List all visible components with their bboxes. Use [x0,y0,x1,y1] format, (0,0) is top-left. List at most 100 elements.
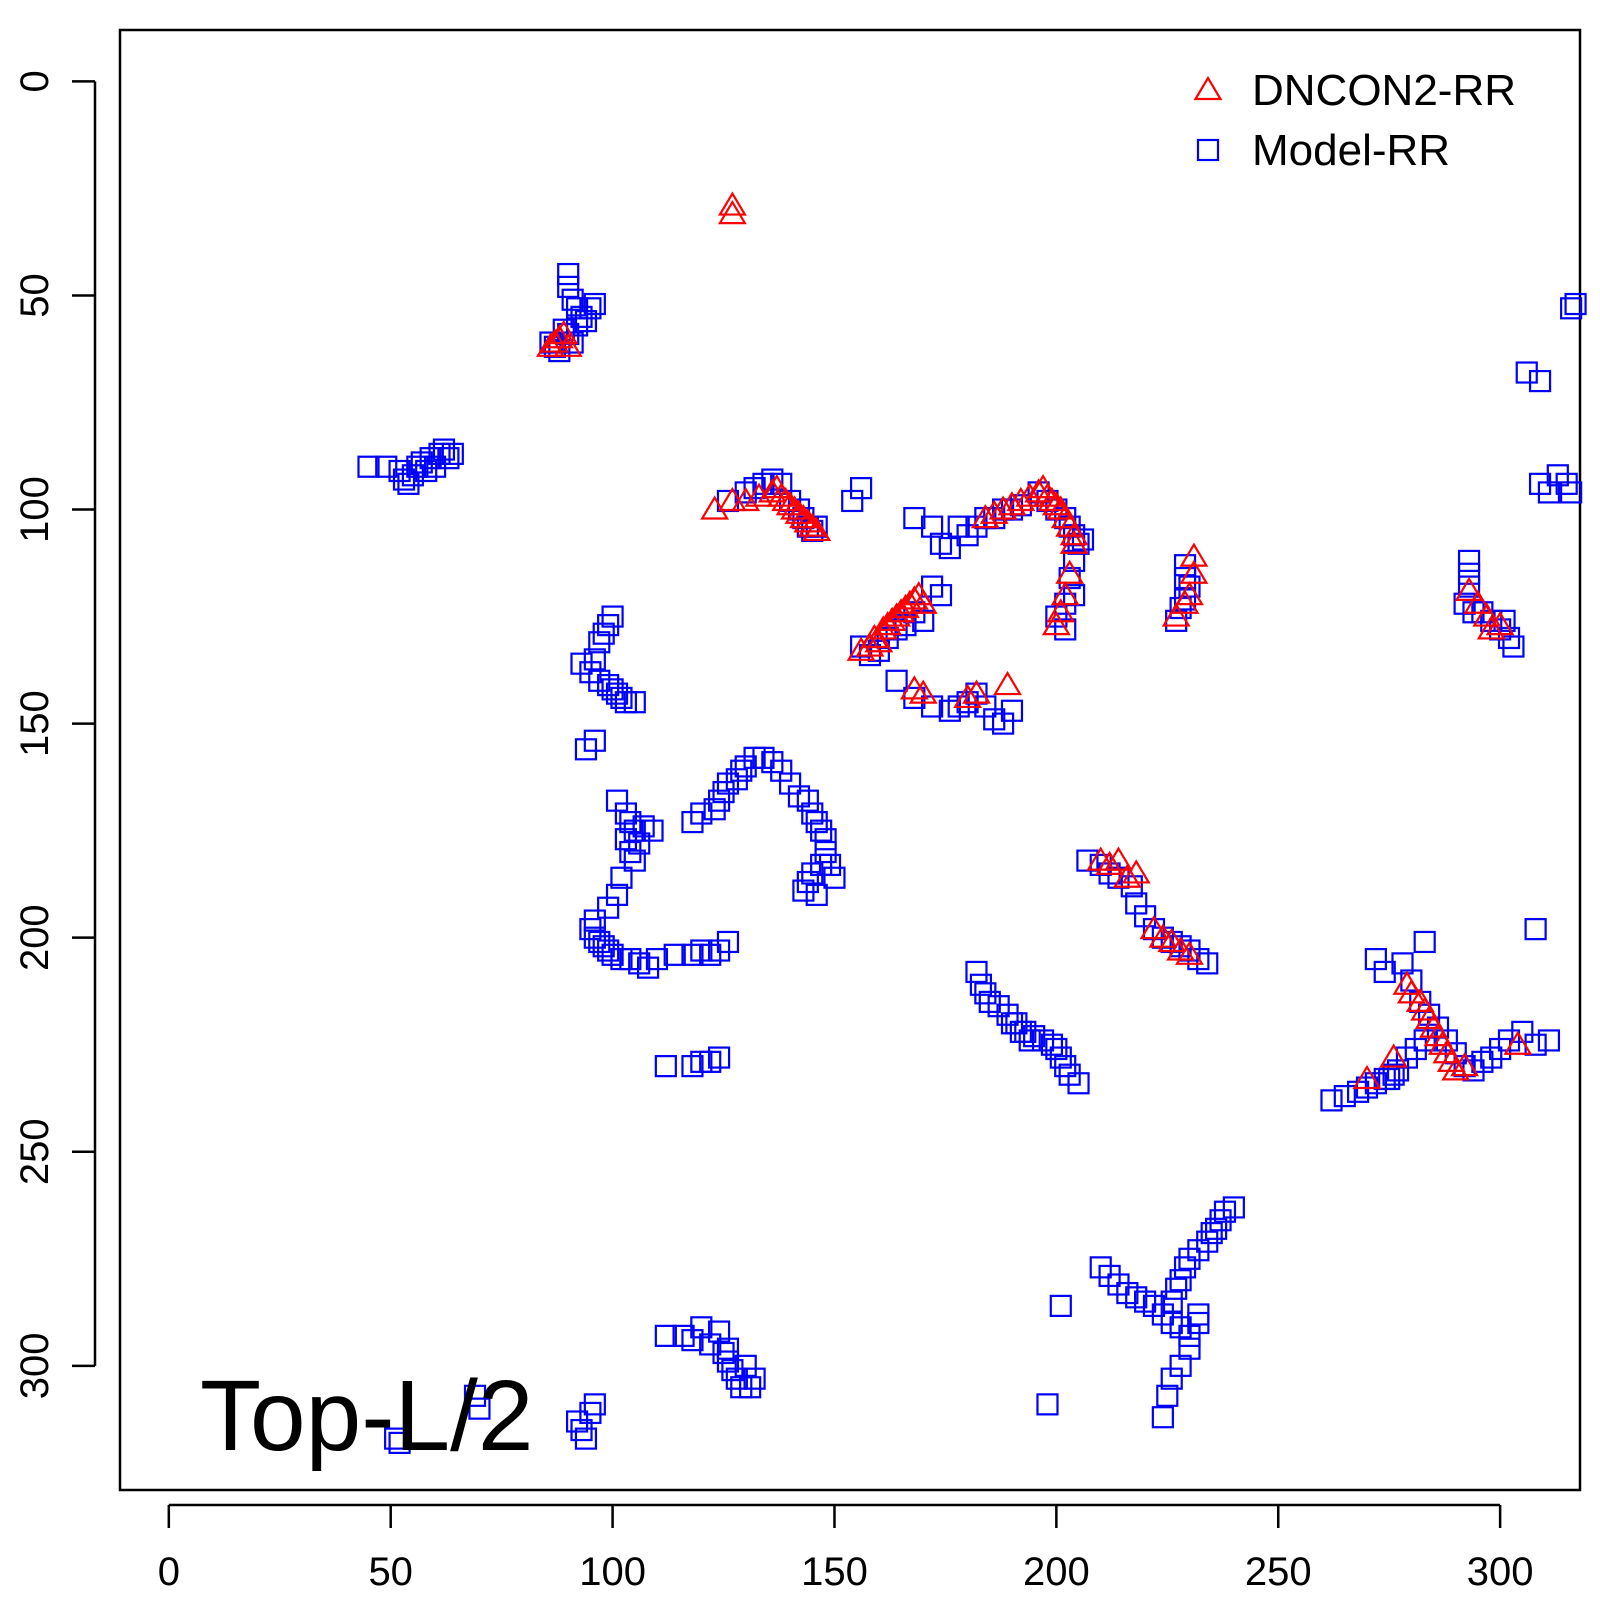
square-point [388,1431,411,1455]
triangle-point [553,332,583,357]
square-point [401,464,424,487]
square-point [1564,292,1587,316]
square-point [632,815,655,838]
square-point [681,1329,704,1352]
square-point [623,819,646,842]
square-point [1187,1303,1210,1326]
square-point [1125,1286,1148,1309]
triangle-point [1476,615,1506,640]
square-point [1160,1367,1183,1390]
triangle-point [1112,863,1142,888]
square-point [579,297,602,320]
square-point [1178,575,1201,598]
square-point [965,960,988,984]
square-point [1373,960,1396,984]
triangle-point [877,606,907,631]
triangle-point [962,679,991,704]
triangle-point [1485,610,1515,636]
square-point [1045,1037,1068,1061]
square-point [716,772,740,795]
square-point [920,515,944,538]
square-point [1036,1393,1059,1416]
triangle-point [1179,559,1209,584]
triangle-point [908,679,938,704]
square-point [601,605,624,628]
square-point [725,768,748,791]
square-point [1009,1020,1032,1043]
square-point [1054,618,1077,641]
triangle-point [1055,559,1085,584]
square-point [1169,1354,1192,1377]
square-point [1169,1316,1192,1339]
square-point [597,896,620,919]
square-point [592,935,615,958]
square-point [588,669,611,692]
square-point [1031,1029,1055,1052]
triangle-point [766,482,796,507]
square-point [712,781,735,804]
square-point [636,956,660,979]
square-point [574,310,598,333]
square-point [1457,549,1481,573]
square-point [987,995,1010,1018]
square-point [712,1341,735,1365]
square-point [565,297,589,320]
square-point [1178,1247,1201,1270]
square-point [978,990,1001,1014]
square-point [672,1324,695,1347]
triangle-point [1037,486,1067,512]
square-point [1560,481,1583,504]
series-model-rr [357,262,1587,1455]
square-point [1382,1063,1405,1086]
square-point [1196,1230,1219,1253]
y-tick-label: 300 [13,1332,57,1399]
square-point [1404,1037,1427,1061]
triangle-point [1059,521,1089,546]
x-tick-label: 50 [368,1550,413,1594]
square-point [983,708,1006,731]
square-point [557,262,580,286]
square-point [690,1316,713,1339]
legend-square-icon [1196,138,1220,162]
square-point [623,691,646,714]
y-tick-label: 50 [13,273,57,318]
square-point [1107,1273,1130,1296]
square-point [415,459,438,483]
square-point [1546,464,1569,487]
square-point [1200,1222,1223,1245]
triangle-point [993,670,1022,696]
x-tick-label: 150 [801,1550,868,1594]
triangle-point [953,683,983,709]
square-point [699,943,722,966]
square-point [610,866,633,889]
square-point [463,1384,487,1407]
square-point [1160,1290,1183,1313]
triangle-point [540,328,570,353]
square-point [801,802,824,825]
triangle-point [788,503,818,529]
square-point [557,275,580,298]
triangle-point [864,628,894,653]
square-point [592,622,615,645]
y-tick-label: 150 [13,690,57,757]
square-point [1156,1384,1179,1407]
square-point [1134,1290,1157,1313]
square-point [1213,1200,1237,1223]
triangle-point [784,499,814,524]
square-point [805,883,828,906]
square-point [579,1401,602,1425]
triangle-point [717,199,747,225]
square-point [703,798,726,821]
square-point [574,738,598,761]
square-point [1205,1217,1228,1240]
x-tick-label: 100 [579,1550,646,1594]
square-point [1555,472,1578,495]
square-point [614,828,637,851]
square-point [823,866,846,889]
square-point [992,712,1015,735]
square-point [947,515,970,538]
square-point [423,455,447,478]
triangle-point [1441,1056,1471,1081]
square-point [1098,1264,1121,1288]
triangle-point [1179,542,1209,567]
